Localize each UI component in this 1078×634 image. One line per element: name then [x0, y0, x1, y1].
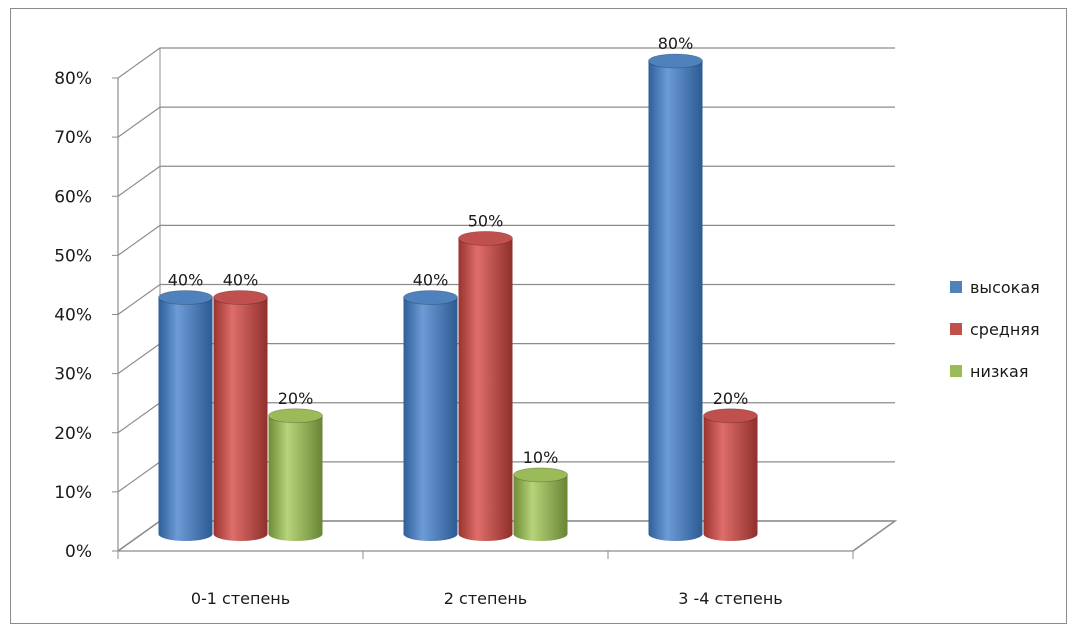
- bar-top: [403, 290, 458, 305]
- data-label: 40%: [168, 271, 204, 290]
- data-label: 10%: [523, 448, 559, 467]
- x-tick-label: 3 -4 степень: [678, 589, 782, 608]
- legend: высокая средняя низкая: [950, 278, 1040, 381]
- bar-body: [513, 474, 568, 542]
- y-tick-label: 30%: [54, 365, 92, 385]
- x-tick-label: 0-1 степень: [191, 589, 290, 608]
- y-tick-label: 80%: [54, 69, 92, 89]
- bar-top: [458, 230, 513, 246]
- bar-top: [158, 290, 213, 305]
- bar: [703, 408, 758, 542]
- bar: [403, 290, 458, 542]
- legend-swatch: [950, 281, 962, 293]
- y-tick-label: 10%: [54, 483, 92, 503]
- bar-body: [403, 297, 458, 542]
- bar: [213, 290, 268, 542]
- bar: [513, 467, 568, 542]
- bar-body: [158, 297, 213, 542]
- bar: [458, 230, 513, 542]
- y-tick-label: 50%: [54, 246, 92, 266]
- bar-body: [648, 61, 703, 542]
- gridline: [117, 106, 895, 138]
- bar-body: [703, 415, 758, 542]
- y-tick-label: 60%: [54, 187, 92, 207]
- bar: [268, 408, 323, 542]
- data-labels: 40% 40% 80% 40% 50% 20% 20% 10%: [168, 34, 749, 467]
- axes: 0% 10% 20% 30% 40% 50% 60% 70% 80% 0-1 степень 2 с…: [54, 69, 854, 608]
- gridline: [117, 47, 895, 79]
- data-label: 40%: [223, 271, 259, 290]
- bar-body: [458, 238, 513, 542]
- bar-top: [703, 408, 758, 424]
- x-tick-label: 2 степень: [444, 589, 527, 608]
- data-label: 20%: [278, 389, 314, 408]
- bar-body: [268, 415, 323, 542]
- gridline: [117, 165, 895, 197]
- bar-top: [213, 290, 268, 305]
- data-label: 40%: [413, 271, 449, 290]
- bars: [158, 53, 758, 542]
- bar: [158, 290, 213, 542]
- y-tick-label: 0%: [65, 542, 92, 562]
- legend-label: низкая: [970, 362, 1028, 381]
- data-label: 50%: [468, 211, 504, 230]
- y-tick-label: 70%: [54, 128, 92, 148]
- bar-top: [268, 408, 323, 424]
- legend-label: высокая: [970, 278, 1040, 297]
- y-tick-label: 40%: [54, 306, 92, 326]
- data-label: 20%: [713, 389, 749, 408]
- y-tick-label: 20%: [54, 424, 92, 444]
- legend-label: средняя: [970, 320, 1040, 339]
- bar-top: [513, 467, 568, 483]
- legend-swatch: [950, 365, 962, 377]
- bar: [648, 53, 703, 542]
- bar-top: [648, 53, 703, 69]
- data-label: 80%: [658, 34, 694, 53]
- bar-body: [213, 297, 268, 542]
- legend-swatch: [950, 323, 962, 335]
